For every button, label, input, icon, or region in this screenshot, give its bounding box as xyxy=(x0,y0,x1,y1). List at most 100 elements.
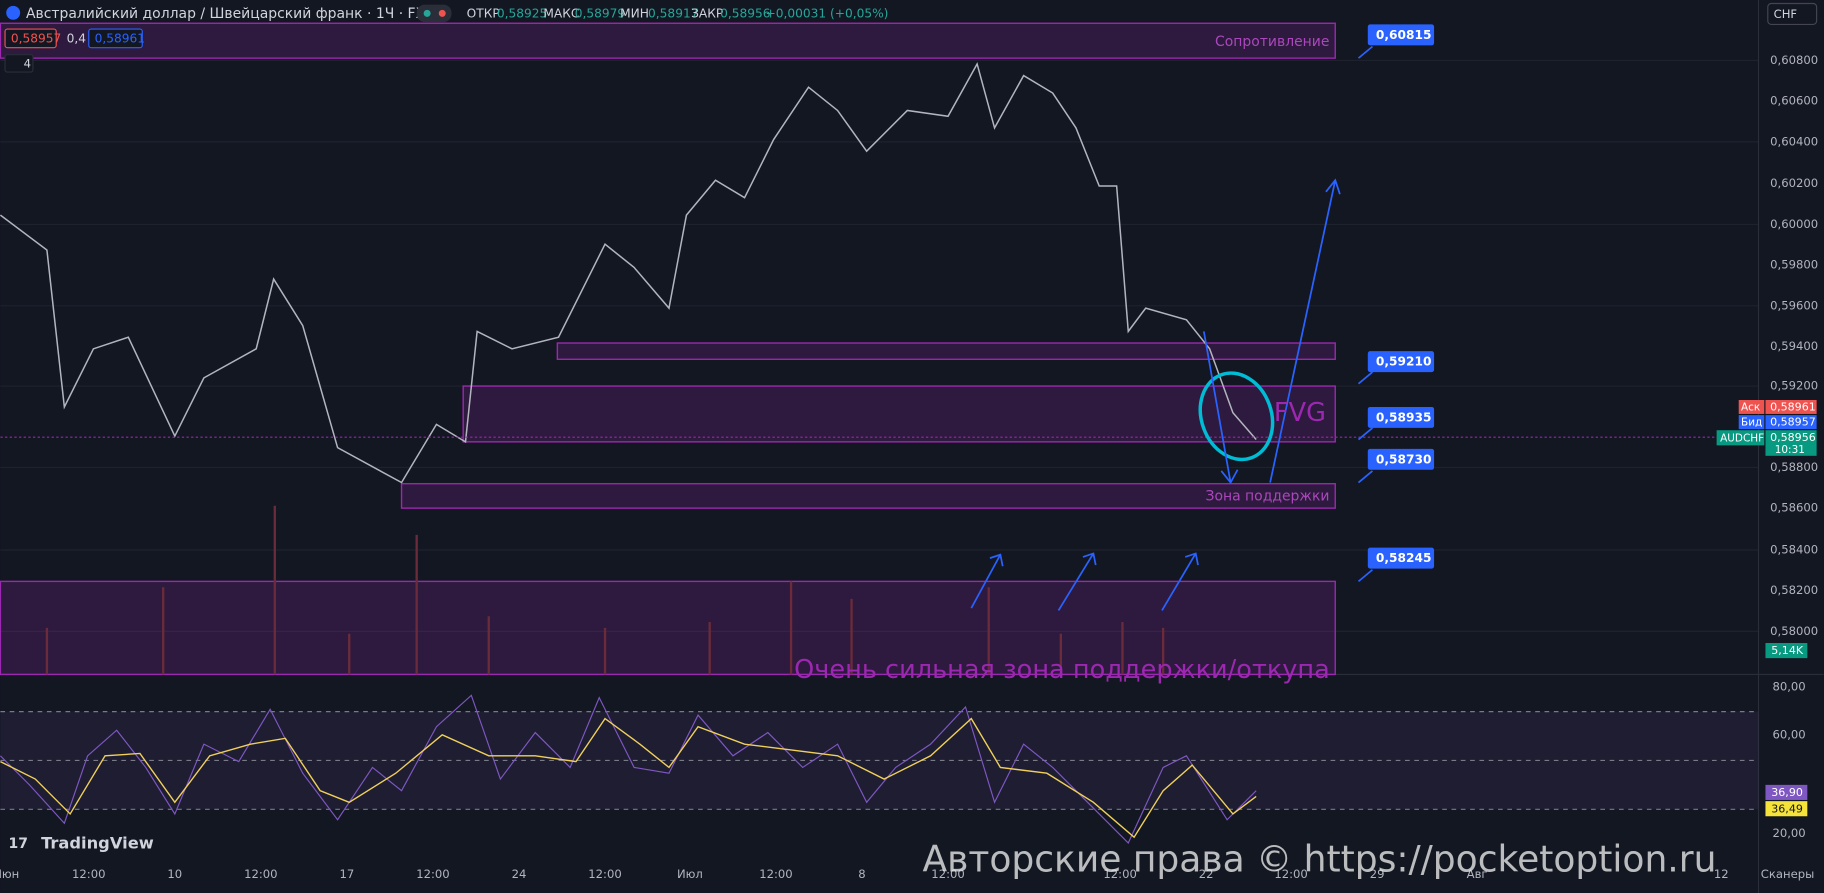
time-tick-label: 12:00 xyxy=(1274,867,1307,881)
rsi-ma-tag xyxy=(1765,801,1808,817)
resistance-zone xyxy=(0,22,1336,59)
indicator-count[interactable]: 4 xyxy=(24,56,31,70)
logo[interactable]: TradingView xyxy=(41,834,154,853)
ask-tag xyxy=(1738,399,1765,414)
rsi-value: 36,90 xyxy=(1771,786,1803,799)
low-value: 0,58917 xyxy=(648,6,698,20)
level-label: 0,58935 xyxy=(1376,411,1432,425)
level-label: 0,58245 xyxy=(1376,551,1432,565)
sell-price[interactable]: 0,58957 xyxy=(11,31,61,45)
buy-price[interactable]: 0,58961 xyxy=(95,31,145,45)
status-dot xyxy=(423,9,431,17)
scales: 0,60800 0,60600 0,60400 0,60200 0,60000 0,598… xyxy=(0,53,1818,881)
symbol-tag-label: AUDCHF xyxy=(1720,432,1764,444)
level-label: 0,60815 xyxy=(1376,28,1432,42)
price-tick-label: 0,59200 xyxy=(1770,379,1818,393)
indicators-toggle[interactable] xyxy=(4,54,34,73)
bid-price: 0,58957 xyxy=(1770,416,1816,429)
price-tick-label: 0,60000 xyxy=(1770,217,1818,231)
arrows xyxy=(970,45,1374,611)
time-tick-label: 29 xyxy=(1370,867,1385,881)
rsi-tick-label: 60,00 xyxy=(1772,727,1805,741)
price-tick-label: 0,58800 xyxy=(1770,460,1818,474)
close-label: ЗАКР xyxy=(691,6,723,20)
price-tick-label: 0,58000 xyxy=(1770,624,1818,638)
volume-value: 5,14K xyxy=(1771,644,1804,657)
last-tag xyxy=(1765,430,1817,456)
time-tick-label: Авг xyxy=(1467,867,1488,881)
level-badge xyxy=(1367,406,1435,428)
rsi-ma-line xyxy=(0,717,1257,839)
time-tick-label: 8 xyxy=(858,867,865,881)
high-label: МАКС xyxy=(543,6,579,20)
resistance-label: Сопротивление xyxy=(1215,34,1329,50)
price-tick-label: 0,58400 xyxy=(1770,542,1818,556)
price-tick-label: 0,60600 xyxy=(1770,94,1818,108)
open-label: ОТКР xyxy=(467,6,500,20)
zone xyxy=(556,342,1336,360)
status-dot xyxy=(438,9,446,17)
price-tick-label: 0,59800 xyxy=(1770,258,1818,272)
time-tick-label: Июл xyxy=(677,867,703,881)
time-tick-label: 12 xyxy=(1714,867,1729,881)
close-value: 0,58956 xyxy=(720,6,770,20)
countdown: 10:31 xyxy=(1775,444,1805,456)
volume xyxy=(45,505,1165,675)
currency[interactable]: CHF xyxy=(1774,7,1798,21)
low-label: МИН xyxy=(620,6,649,20)
strong-support-zone xyxy=(0,580,1336,676)
fvg-zone xyxy=(462,385,1336,443)
buy-button[interactable] xyxy=(88,28,143,49)
symbol-title[interactable]: Австралийский доллар / Швейцарский франк… xyxy=(26,6,446,22)
time-tick-label: 12:00 xyxy=(759,867,792,881)
level-label: 0,58730 xyxy=(1376,452,1432,466)
currency-button[interactable] xyxy=(1767,2,1818,25)
change: +0,00031 (+0,05%) xyxy=(765,6,888,20)
symbol-icon xyxy=(6,5,21,20)
bid-tag xyxy=(1765,415,1817,430)
volume-tag xyxy=(1765,643,1808,659)
time-tick-label: 10 xyxy=(167,867,182,881)
highlight-circle xyxy=(1198,371,1275,462)
level-badge xyxy=(1367,547,1435,569)
rsi-line xyxy=(0,694,1257,845)
bid-label: Бид xyxy=(1741,417,1762,429)
rsi-band xyxy=(0,711,1759,810)
price-tick-label: 0,60800 xyxy=(1770,53,1818,67)
level-labels: 0,60815 0,59210 0,58935 0,58730 0,58245 xyxy=(1367,24,1435,569)
level-badge xyxy=(1367,24,1435,46)
price-tick-label: 0,59600 xyxy=(1770,298,1818,312)
time-tick-label: 12:00 xyxy=(72,867,105,881)
time-tick-label: 12:00 xyxy=(244,867,277,881)
rsi-tag xyxy=(1765,784,1808,800)
price-tick-label: 0,60400 xyxy=(1770,134,1818,148)
time-tick-label: 12:00 xyxy=(416,867,449,881)
level-badge xyxy=(1367,351,1435,373)
logo-mark: 17 xyxy=(9,836,28,852)
price-path xyxy=(0,61,1257,484)
bid-tag xyxy=(1738,415,1765,430)
spread: 0,4 xyxy=(67,31,87,45)
price-tick-label: 0,58200 xyxy=(1770,583,1818,597)
price-tick-label: 0,58600 xyxy=(1770,501,1818,515)
time-tick-label: Сканеры xyxy=(1761,867,1815,881)
sell-button[interactable] xyxy=(4,28,57,49)
price-tick-label: 0,59400 xyxy=(1770,339,1818,353)
time-tick-label: 24 xyxy=(512,867,527,881)
rsi-tick-label: 20,00 xyxy=(1772,826,1805,840)
ask-price: 0,58961 xyxy=(1770,401,1816,414)
ask-label: Аск xyxy=(1741,402,1760,414)
fvg-label: FVG xyxy=(1274,398,1326,428)
open-value: 0,58925 xyxy=(497,6,547,20)
status-badge xyxy=(416,4,452,23)
rsi-ma-value: 36,49 xyxy=(1771,802,1803,815)
level-badge xyxy=(1367,448,1435,470)
watermark: Авторские права © https://pocketoption.r… xyxy=(922,840,1716,881)
grid xyxy=(0,59,1759,632)
strong-support-label: Очень сильная зона поддержки/откупа xyxy=(794,655,1330,685)
ohlc: ОТКР 0,58925 МАКС 0,58979 МИН 0,58917 ЗА… xyxy=(467,6,889,20)
support-zone xyxy=(400,483,1336,509)
support-label: Зона поддержки xyxy=(1206,488,1330,504)
